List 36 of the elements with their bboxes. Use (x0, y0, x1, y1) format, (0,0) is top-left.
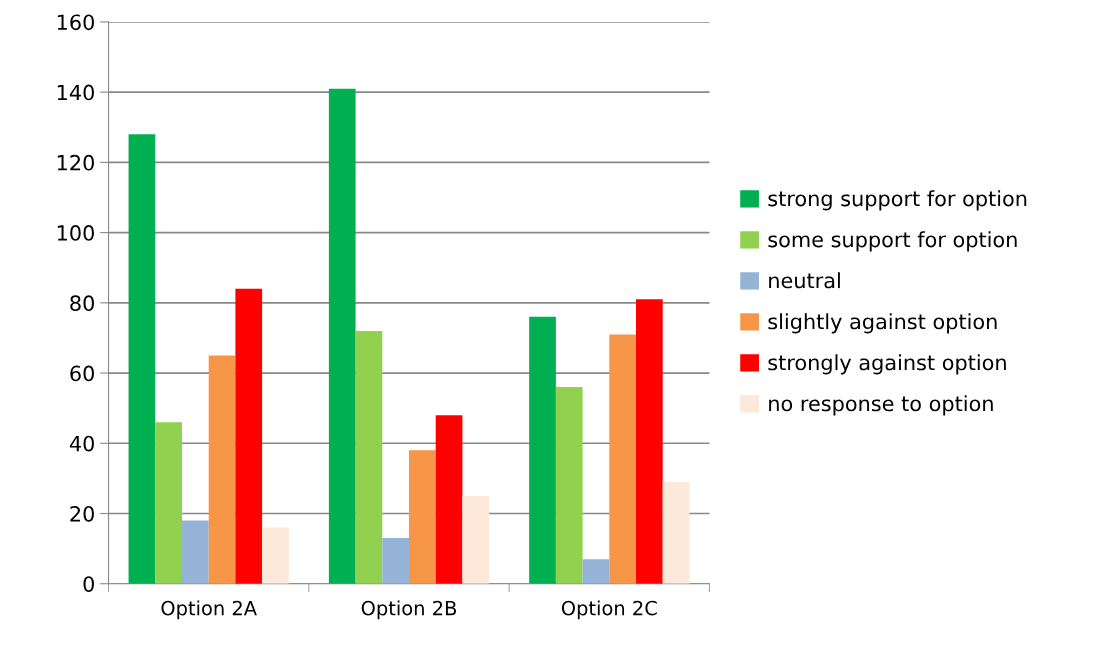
bar (609, 334, 636, 584)
x-tick-label: Option 2B (361, 600, 457, 620)
legend-label: no response to option (769, 395, 993, 416)
legend-label: strongly against option (768, 354, 1006, 375)
bar (155, 422, 182, 584)
y-tick-label: 120 (57, 154, 94, 171)
bar (235, 288, 263, 584)
legend-label: some support for option (768, 231, 1017, 252)
bar (662, 481, 690, 584)
bar (355, 330, 383, 584)
bar (382, 538, 409, 584)
bar (181, 520, 209, 584)
bar (462, 495, 490, 584)
bar (435, 415, 463, 584)
bar (128, 134, 156, 584)
bar (408, 450, 436, 584)
bar (636, 299, 663, 584)
bar (529, 316, 556, 584)
legend-label: slightly against option (768, 313, 997, 334)
y-tick-label: 100 (57, 225, 94, 241)
y-tick-label: 140 (57, 84, 94, 101)
bar (555, 387, 583, 584)
legend-label: strong support for option (768, 190, 1027, 211)
bar (208, 355, 236, 584)
y-tick-label: 60 (70, 365, 94, 382)
x-tick-label: Option 2C (561, 600, 657, 620)
bar (262, 527, 289, 584)
bar (582, 559, 610, 584)
y-tick-label: 160 (57, 14, 94, 31)
bar (328, 88, 356, 584)
y-tick-label: 80 (70, 295, 94, 312)
x-tick-label: Option 2A (161, 600, 257, 620)
y-tick-label: 40 (69, 435, 94, 452)
y-tick-label: 0 (83, 576, 94, 592)
y-tick-label: 20 (70, 505, 94, 522)
legend-label: neutral (769, 272, 840, 289)
